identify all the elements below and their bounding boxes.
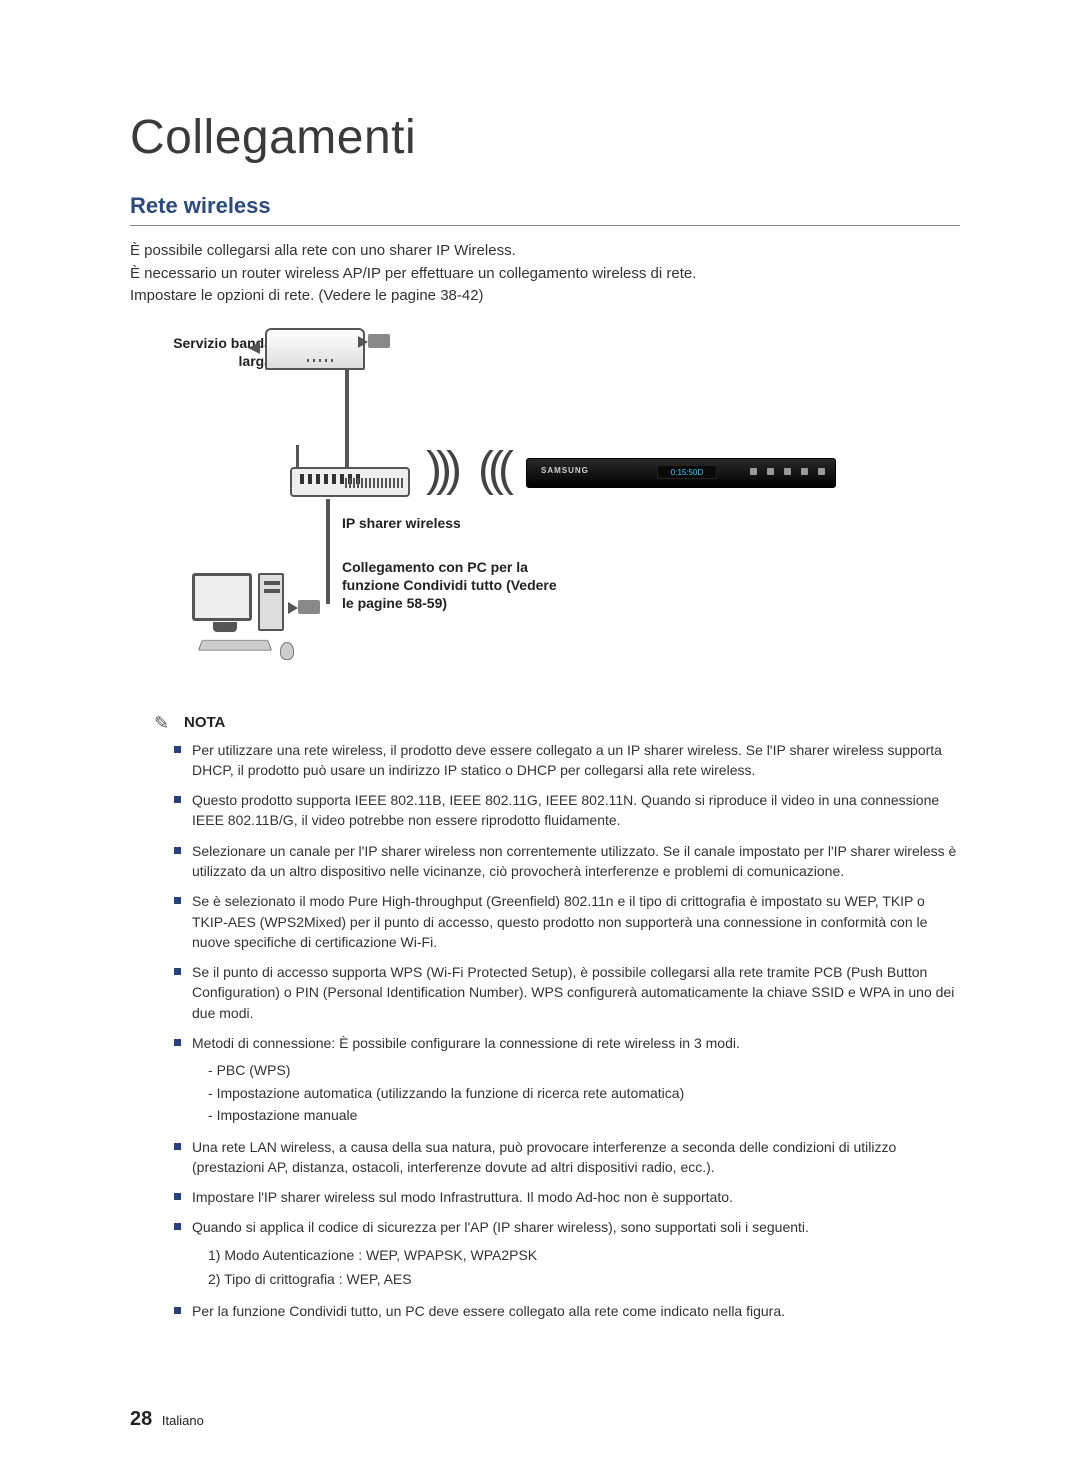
notes-list: Per utilizzare una rete wireless, il pro… [174, 740, 960, 1322]
cable-icon [345, 370, 349, 467]
router-label: IP sharer wireless [342, 514, 461, 532]
note-item: Impostare l'IP sharer wireless sul modo … [174, 1187, 960, 1207]
page-language: Italiano [162, 1413, 204, 1428]
ethernet-plug-icon [298, 600, 320, 614]
player-brand: SAMSUNG [541, 466, 589, 475]
note-item: Una rete LAN wireless, a causa della sua… [174, 1137, 960, 1178]
note-subitem: 1) Modo Autenticazione : WEP, WPAPSK, WP… [208, 1244, 960, 1268]
note-item: Per la funzione Condividi tutto, un PC d… [174, 1301, 960, 1321]
network-diagram: Servizio banda larga ))) ))) SAMSUNG 0:1… [130, 326, 960, 686]
player-display: 0:15:50D [657, 465, 717, 479]
note-subitem: 2) Tipo di crittografia : WEP, AES [208, 1268, 960, 1292]
intro-line: Impostare le opzioni di rete. (Vedere le… [130, 285, 960, 308]
cable-icon [326, 499, 330, 604]
arrow-right-icon [358, 336, 368, 348]
monitor-icon [192, 573, 252, 621]
router-ports-icon [345, 478, 405, 488]
note-subitem: Impostazione automatica (utilizzando la … [208, 1082, 960, 1104]
intro-block: È possibile collegarsi alla rete con uno… [130, 240, 960, 308]
page-number: 28 [130, 1408, 152, 1430]
player-buttons-icon [750, 468, 825, 475]
note-item: Questo prodotto supporta IEEE 802.11B, I… [174, 790, 960, 831]
note-item: Per utilizzare una rete wireless, il pro… [174, 740, 960, 781]
note-item: Se è selezionato il modo Pure High-throu… [174, 891, 960, 952]
note-subitem: Impostazione manuale [208, 1104, 960, 1126]
note-item: Metodi di connessione: È possibile confi… [174, 1033, 960, 1126]
intro-line: È necessario un router wireless AP/IP pe… [130, 263, 960, 286]
note-item: Quando si applica il codice di sicurezza… [174, 1217, 960, 1291]
bluray-player-icon: SAMSUNG 0:15:50D [526, 458, 836, 488]
note-icon: ✎ [154, 714, 176, 732]
note-item: Se il punto di accesso supporta WPS (Wi-… [174, 962, 960, 1023]
mouse-icon [280, 642, 294, 660]
arrow-left-icon [248, 342, 260, 354]
arrow-right-icon [288, 602, 298, 614]
section-title: Rete wireless [130, 193, 960, 226]
ethernet-plug-icon [368, 334, 390, 348]
page-footer: 28 Italiano [130, 1408, 204, 1431]
chapter-title: Collegamenti [130, 110, 960, 165]
note-item: Selezionare un canale per l'IP sharer wi… [174, 841, 960, 882]
intro-line: È possibile collegarsi alla rete con uno… [130, 240, 960, 263]
wifi-waves-icon: ))) [484, 446, 514, 494]
note-subitem: PBC (WPS) [208, 1059, 960, 1081]
wifi-waves-icon: ))) [426, 446, 456, 494]
note-label: NOTA [184, 714, 225, 731]
modem-icon [265, 328, 365, 370]
note-heading: ✎ NOTA [154, 714, 960, 732]
pc-connection-label: Collegamento con PC per la funzione Cond… [342, 558, 562, 613]
keyboard-icon [198, 639, 272, 650]
pc-tower-icon [258, 573, 284, 631]
